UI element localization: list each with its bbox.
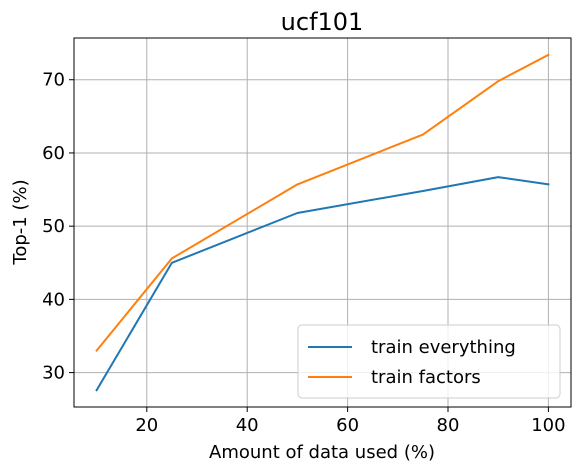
series-line-2 bbox=[95, 53, 550, 353]
plot-frame bbox=[73, 37, 572, 408]
legend: train everything train factors bbox=[297, 324, 561, 399]
chart-title: ucf101 bbox=[281, 8, 364, 36]
x-tick-label: 40 bbox=[236, 415, 259, 436]
x-tick-label: 100 bbox=[531, 415, 565, 436]
series-line-1 bbox=[95, 176, 550, 392]
legend-label: train factors bbox=[371, 367, 481, 388]
x-tick-label: 80 bbox=[437, 415, 460, 436]
x-tick-label: 20 bbox=[135, 415, 158, 436]
x-axis-label: Amount of data used (%) bbox=[209, 442, 435, 463]
legend-label: train everything bbox=[371, 337, 516, 358]
y-tick-label: 50 bbox=[42, 216, 65, 237]
y-tick-label: 40 bbox=[42, 289, 65, 310]
series-lines bbox=[95, 53, 550, 392]
axis-ticks: 20 40 60 80 100 30 40 50 60 70 bbox=[42, 70, 565, 436]
y-tick-label: 30 bbox=[42, 363, 65, 384]
y-tick-label: 70 bbox=[42, 70, 65, 91]
y-axis-label: Top-1 (%) bbox=[10, 179, 31, 265]
legend-box bbox=[297, 324, 561, 399]
x-tick-label: 60 bbox=[336, 415, 359, 436]
y-tick-label: 60 bbox=[42, 143, 65, 164]
